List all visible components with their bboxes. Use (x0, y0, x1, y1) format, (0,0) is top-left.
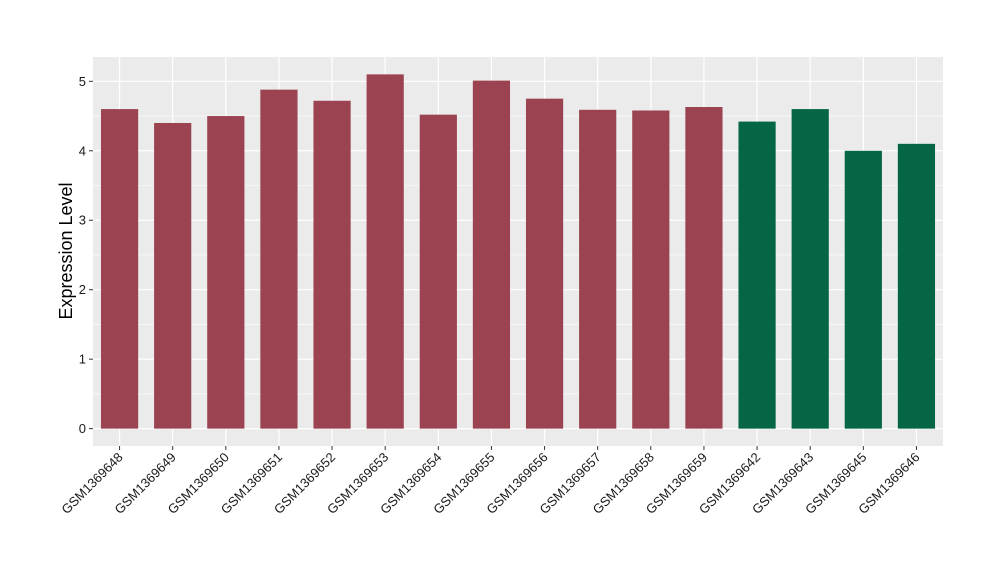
y-tick-label: 3 (79, 213, 86, 228)
y-tick-label: 0 (79, 421, 86, 436)
y-tick-label: 5 (79, 74, 86, 89)
bar-GSM1369643 (791, 109, 829, 429)
bar-GSM1369648 (100, 109, 139, 429)
y-tick-label: 1 (79, 352, 86, 367)
bar-GSM1369653 (366, 74, 404, 429)
bar-GSM1369645 (844, 150, 882, 429)
bar-GSM1369659 (685, 107, 723, 429)
bar-GSM1369642 (738, 121, 776, 429)
bar-GSM1369649 (154, 122, 192, 429)
bar-GSM1369655 (472, 80, 511, 429)
bar-GSM1369646 (897, 143, 936, 429)
bar-GSM1369658 (632, 110, 670, 429)
bars (100, 74, 936, 429)
bar-GSM1369657 (579, 109, 617, 429)
bar-GSM1369654 (419, 114, 457, 429)
y-tick-label: 4 (79, 143, 86, 158)
bar-GSM1369651 (260, 89, 298, 429)
bar-GSM1369656 (525, 98, 564, 429)
bar-GSM1369652 (313, 100, 351, 429)
bar-GSM1369650 (207, 116, 245, 429)
y-tick-label: 2 (79, 282, 86, 297)
y-axis-title: Expression Level (56, 182, 76, 319)
